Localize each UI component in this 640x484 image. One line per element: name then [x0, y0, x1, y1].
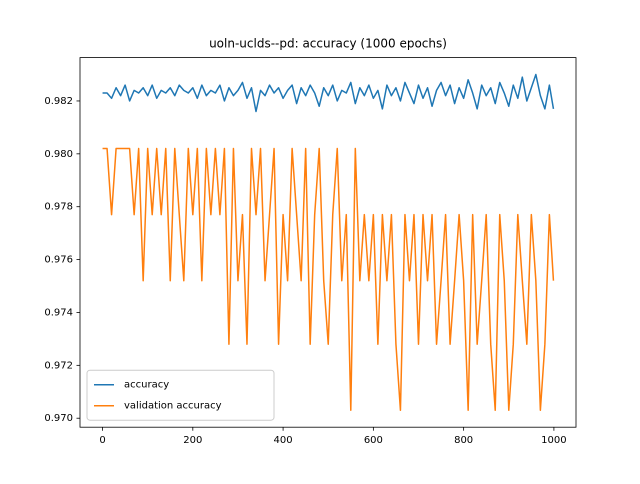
x-tick-label: 200: [183, 435, 202, 446]
series-line: [102, 147, 555, 412]
legend-label: validation accuracy: [124, 401, 222, 412]
legend-label: accuracy: [124, 380, 169, 391]
legend: accuracy validation accuracy: [86, 369, 275, 421]
y-tick-label: 0.976: [44, 255, 73, 266]
legend-box: [86, 369, 275, 421]
x-tick-label: 800: [454, 435, 473, 446]
x-tick-label: 0: [99, 435, 105, 446]
plot-frame: [79, 57, 577, 428]
x-tick-label: 400: [274, 435, 293, 446]
chart-title: uoln-uclds--pd: accuracy (1000 epochs): [209, 37, 447, 51]
x-tick-label: 600: [364, 435, 383, 446]
y-tick-label: 0.980: [44, 149, 73, 160]
x-tick-label: 1000: [541, 435, 566, 446]
y-tick-label: 0.974: [44, 307, 73, 318]
y-tick-label: 0.970: [44, 413, 73, 424]
y-tick-label: 0.972: [44, 360, 73, 371]
y-tick-label: 0.978: [44, 202, 73, 213]
y-tick-label: 0.982: [44, 96, 73, 107]
series-line: [102, 73, 555, 113]
